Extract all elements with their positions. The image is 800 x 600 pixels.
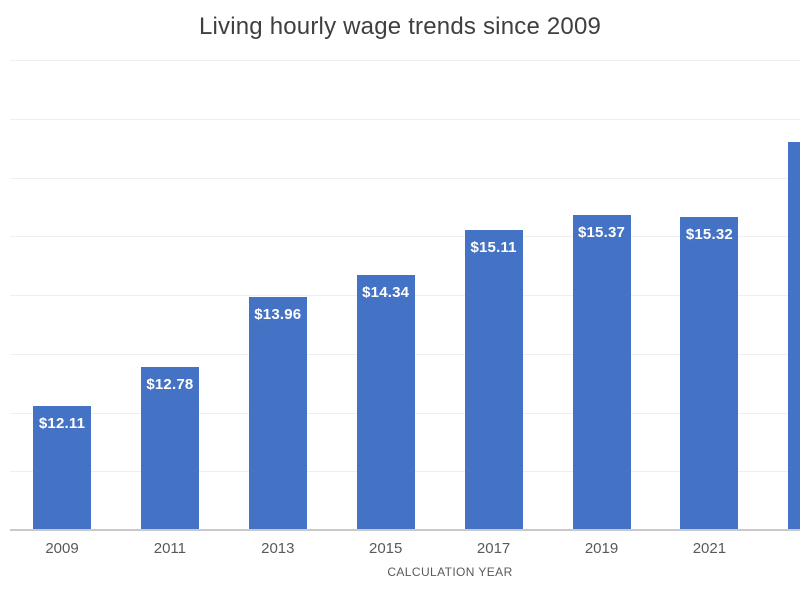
gridline-18 — [10, 60, 800, 61]
gridline-16 — [10, 177, 800, 179]
bar-partial-right — [788, 142, 800, 530]
x-tick-label-2013: 2013 — [261, 540, 295, 557]
bar-2011 — [140, 366, 199, 530]
bar-2019 — [572, 214, 631, 530]
bar-value-label-2011: $12.78 — [146, 375, 194, 393]
x-tick-label-2015: 2015 — [369, 540, 403, 557]
x-tick-label-2009: 2009 — [45, 540, 79, 557]
bar-2013 — [248, 297, 307, 530]
bar-2015 — [356, 275, 415, 530]
x-axis-title: CALCULATION YEAR — [387, 565, 513, 579]
gridline-15 — [10, 236, 800, 238]
bar-2021 — [680, 217, 739, 530]
bar-value-label-2019: $15.37 — [577, 223, 626, 241]
x-tick-label-2019: 2019 — [584, 540, 619, 557]
bar-value-label-2021: $15.32 — [685, 226, 733, 244]
bar-value-label-2013: $13.96 — [254, 306, 302, 324]
bar-2009 — [33, 406, 91, 530]
bar-value-label-2015: $14.34 — [362, 284, 410, 301]
chart-title: Living hourly wage trends since 2009 — [198, 13, 602, 40]
x-tick-label-2017: 2017 — [476, 540, 511, 557]
bar-value-label-2017: $15.11 — [470, 238, 517, 256]
x-tick-label-2021: 2021 — [692, 540, 727, 557]
bar-2017 — [464, 229, 523, 530]
bar-value-label-2009: $12.11 — [38, 415, 86, 432]
x-axis-line — [10, 529, 800, 531]
gridline-17 — [10, 118, 800, 120]
x-tick-label-2011: 2011 — [153, 540, 187, 557]
